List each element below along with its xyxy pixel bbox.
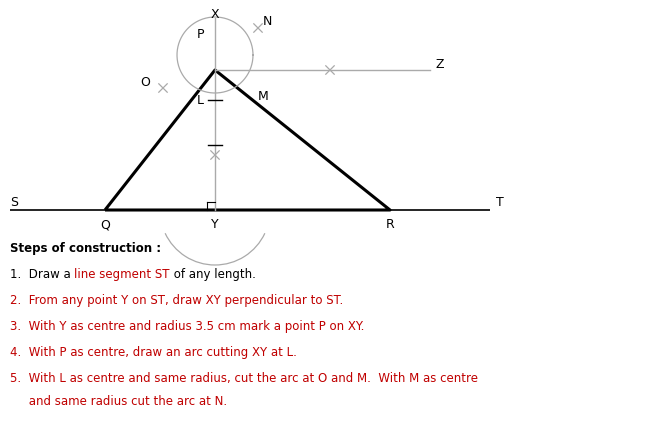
Text: 1.  Draw a: 1. Draw a (10, 268, 74, 281)
Text: of any length.: of any length. (170, 268, 256, 281)
Text: Y: Y (211, 218, 219, 231)
Text: and same radius cut the arc at N.: and same radius cut the arc at N. (10, 395, 227, 408)
Text: X: X (211, 8, 219, 21)
Text: Z: Z (435, 58, 444, 72)
Text: 3.  With Y as centre and radius 3.5 cm mark a point P on XY.: 3. With Y as centre and radius 3.5 cm ma… (10, 320, 364, 333)
Text: R: R (386, 218, 394, 231)
Text: L: L (197, 93, 204, 106)
Text: S: S (10, 197, 18, 210)
Text: line segment ST: line segment ST (74, 268, 170, 281)
Text: 5.  With L as centre and same radius, cut the arc at O and M.  With M as centre: 5. With L as centre and same radius, cut… (10, 372, 478, 385)
Text: Steps of construction :: Steps of construction : (10, 242, 161, 255)
Text: P: P (196, 28, 204, 40)
Text: 4.  With P as centre, draw an arc cutting XY at L.: 4. With P as centre, draw an arc cutting… (10, 346, 297, 359)
Text: O: O (140, 77, 150, 89)
Text: Q: Q (100, 218, 110, 231)
Text: 2.  From any point Y on ST, draw XY perpendicular to ST.: 2. From any point Y on ST, draw XY perpe… (10, 294, 343, 307)
Text: N: N (263, 15, 272, 28)
Text: T: T (496, 197, 503, 210)
Text: M: M (258, 90, 269, 103)
